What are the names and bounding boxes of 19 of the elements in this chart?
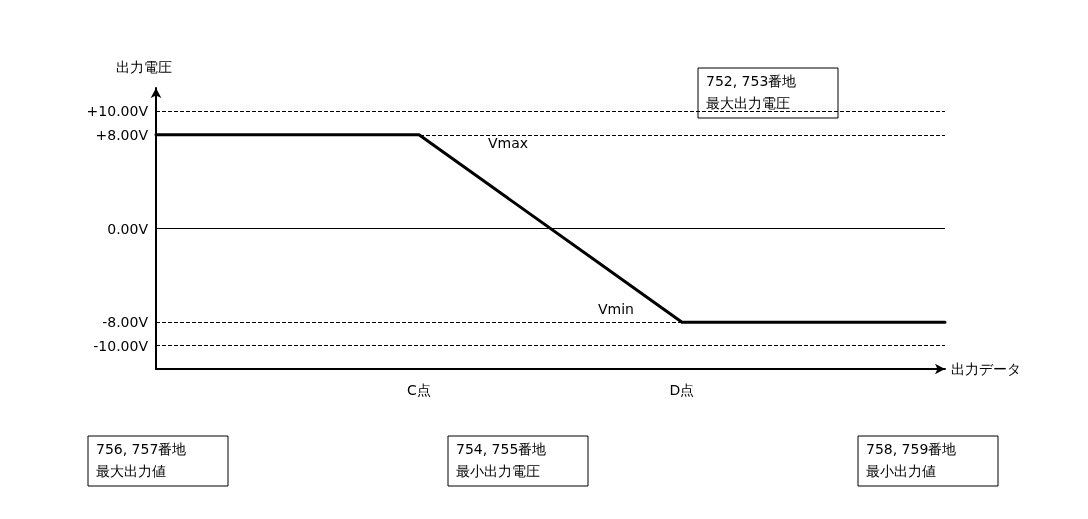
text: 最大出力値: [96, 463, 166, 479]
text: 最小出力値: [866, 463, 936, 479]
y-tick-label: +10.00V: [86, 103, 149, 120]
x-axis-title: 出力データ: [951, 361, 1021, 377]
x-tick-label: C点: [407, 382, 431, 398]
y-tick-label: 0.00V: [107, 220, 149, 237]
x-tick-label: D点: [669, 382, 695, 398]
y-tick-label: -8.00V: [102, 314, 149, 331]
text: 754, 755番地: [456, 441, 547, 457]
text: 最小出力電圧: [456, 463, 540, 479]
annotation: Vmin: [598, 301, 634, 317]
y-axis-title: 出力電圧: [116, 59, 172, 75]
y-tick-label: -10.00V: [93, 337, 149, 354]
y-tick-label: +8.00V: [95, 126, 149, 143]
text: 756, 757番地: [96, 441, 187, 457]
text: 758, 759番地: [866, 441, 957, 457]
annotation: 752, 753番地: [706, 73, 797, 89]
annotation: Vmax: [488, 135, 529, 151]
annotation: 最大出力電圧: [706, 95, 790, 111]
